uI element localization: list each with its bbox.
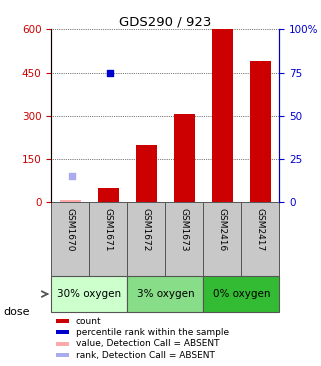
Bar [136, 145, 157, 202]
Point [70, 173, 75, 179]
Point [108, 70, 113, 75]
Bar [203, 276, 279, 312]
Bar [165, 202, 203, 276]
Text: count: count [75, 317, 101, 326]
Bar [56, 353, 69, 357]
Text: 0% oxygen: 0% oxygen [213, 289, 270, 299]
Title: GDS290 / 923: GDS290 / 923 [119, 15, 212, 28]
Bar [56, 342, 69, 346]
Bar [127, 276, 203, 312]
Bar [203, 202, 241, 276]
Bar [127, 202, 165, 276]
Bar [241, 202, 279, 276]
Text: 30% oxygen: 30% oxygen [57, 289, 121, 299]
Bar [51, 202, 89, 276]
Text: GSM1672: GSM1672 [142, 208, 151, 252]
Bar [89, 202, 127, 276]
Bar [56, 320, 69, 324]
Bar [56, 330, 69, 335]
Text: GSM1673: GSM1673 [180, 208, 189, 252]
Bar [60, 199, 81, 202]
Text: 3% oxygen: 3% oxygen [136, 289, 194, 299]
Bar [98, 188, 119, 202]
Text: rank, Detection Call = ABSENT: rank, Detection Call = ABSENT [75, 351, 214, 360]
Text: dose: dose [3, 307, 30, 317]
Bar [51, 276, 127, 312]
Text: value, Detection Call = ABSENT: value, Detection Call = ABSENT [75, 339, 219, 348]
Text: GSM1671: GSM1671 [104, 208, 113, 252]
Bar [174, 115, 195, 202]
Text: GSM2416: GSM2416 [218, 208, 227, 251]
Text: GSM1670: GSM1670 [66, 208, 75, 252]
Text: percentile rank within the sample: percentile rank within the sample [75, 328, 229, 337]
Bar [212, 29, 233, 202]
Text: GSM2417: GSM2417 [256, 208, 265, 251]
Bar [250, 61, 271, 202]
